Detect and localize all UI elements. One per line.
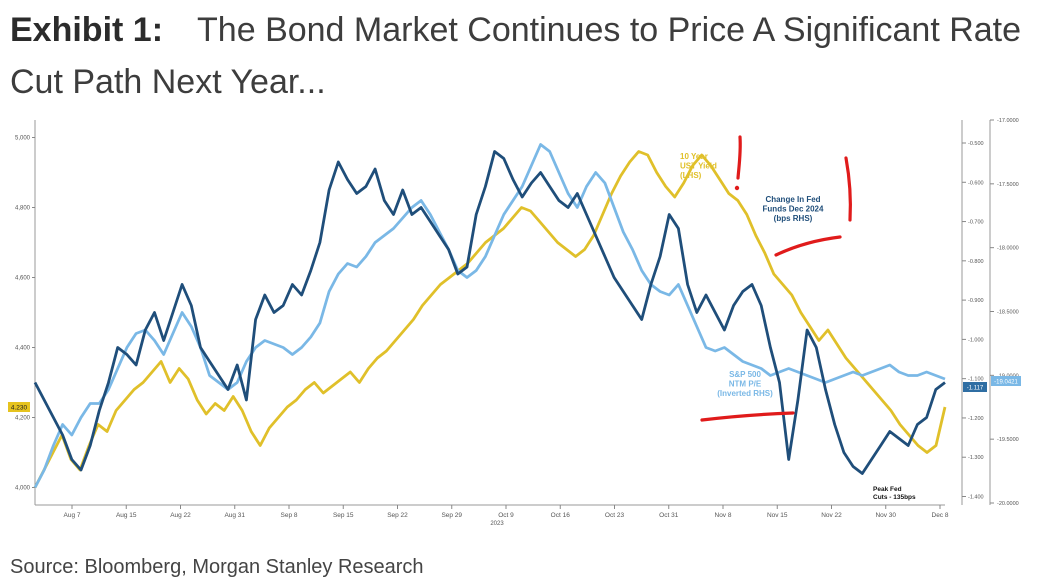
source-note: Source: Bloomberg, Morgan Stanley Resear…	[10, 556, 424, 578]
red-exclamation-stroke	[736, 135, 742, 180]
exhibit-title-text: The Bond Market Continues to Price A Sig…	[10, 11, 1022, 101]
left-axis-highlight-label: 4.230	[11, 405, 28, 412]
x-axis-tick-label: Oct 16	[551, 512, 571, 519]
right-inner-tick-label: -0.800	[968, 259, 984, 265]
pe-line	[33, 143, 946, 489]
right-inner-highlight-label: -1.117	[967, 386, 984, 392]
right-outer-tick-label: -19.5000	[997, 437, 1019, 443]
right-inner-tick-label: -1.400	[968, 495, 984, 501]
left-axis-tick-label: 4,000	[15, 486, 31, 492]
right-inner-tick-label: -0.500	[968, 141, 984, 147]
x-axis-tick-label: Oct 9	[498, 512, 514, 519]
x-axis-tick-label: Aug 22	[170, 512, 191, 519]
fed-funds-line	[33, 150, 946, 475]
right-inner-highlight	[963, 382, 987, 392]
right-outer-tick-label: -18.0000	[997, 246, 1019, 252]
right-outer-tick-label: -17.5000	[997, 182, 1019, 188]
x-axis-tick-label: Aug 15	[116, 512, 137, 519]
pe-annotation: S&P 500 NTM P/E (Inverted RHS)	[717, 370, 773, 398]
chart-area: 4,000 4,200 4,400 4,600 4,800 5,000 4.230 -0.50…	[0, 110, 1045, 545]
x-axis-tick-label: Sep 29	[441, 512, 462, 519]
right-inner-tick-label: -1.300	[968, 455, 984, 461]
x-axis-tick-label: Oct 23	[605, 512, 625, 519]
exhibit-number: Exhibit 1:	[10, 11, 164, 49]
red-underline-fed-funds	[774, 235, 842, 257]
x-axis-tick-label: Sep 8	[281, 512, 298, 519]
right-outer-tick-label: -17.0000	[997, 118, 1019, 124]
x-axis-tick-label: Aug 31	[224, 512, 245, 519]
x-axis-tick-label: Nov 22	[821, 512, 842, 519]
left-axis-tick-label: 5,000	[15, 136, 31, 142]
x-axis-tick-label: Oct 31	[659, 512, 679, 519]
x-axis-tick-label: Dec 8	[932, 512, 949, 519]
left-axis-tick-label: 4,400	[15, 346, 31, 352]
x-axis-tick-label: Sep 15	[333, 512, 354, 519]
right-inner-tick-label: -1.200	[968, 416, 984, 422]
right-inner-tick-label: -0.700	[968, 220, 984, 226]
yield-line	[33, 150, 947, 489]
red-underline-pe	[700, 411, 795, 422]
right-inner-tick-label: -0.900	[968, 298, 984, 304]
right-outer-tick-label: -18.5000	[997, 310, 1019, 316]
right-outer-highlight-label: -19.0421	[994, 380, 1018, 386]
x-axis-tick-label: Aug 7	[64, 512, 81, 519]
red-exclamation-dot	[734, 185, 740, 191]
left-axis-tick-label: 4,800	[15, 206, 31, 212]
left-axis-highlight	[8, 402, 30, 412]
red-bracket-vertical	[844, 156, 852, 222]
yield-annotation: 10 Year UST Yield (LHS)	[680, 152, 717, 180]
right-inner-tick-label: -1.100	[968, 377, 984, 383]
left-axis-tick-label: 4,200	[15, 416, 31, 422]
right-outer-tick-label: -20.0000	[997, 501, 1019, 507]
x-axis-tick-label: Nov 30	[875, 512, 896, 519]
right-outer-highlight	[991, 376, 1021, 386]
x-axis-tick-label: Nov 15	[767, 512, 788, 519]
x-axis-tick-label: Nov 8	[715, 512, 732, 519]
line-chart: 4,000 4,200 4,400 4,600 4,800 5,000 4.230 -0.50…	[8, 118, 1021, 527]
x-axis-year-label: 2023	[490, 521, 504, 527]
x-axis-tick-label: Sep 22	[387, 512, 408, 519]
left-axis-tick-label: 4,600	[15, 276, 31, 282]
right-inner-tick-label: -0.600	[968, 180, 984, 186]
fed-funds-annotation: Change In Fed Funds Dec 2024 (bps RHS)	[763, 195, 824, 223]
peak-cuts-annotation: Peak Fed Cuts - 135bps	[873, 486, 916, 501]
exhibit-title: Exhibit 1: The Bond Market Continues to P…	[10, 4, 1030, 108]
right-inner-tick-label: -1.000	[968, 337, 984, 343]
